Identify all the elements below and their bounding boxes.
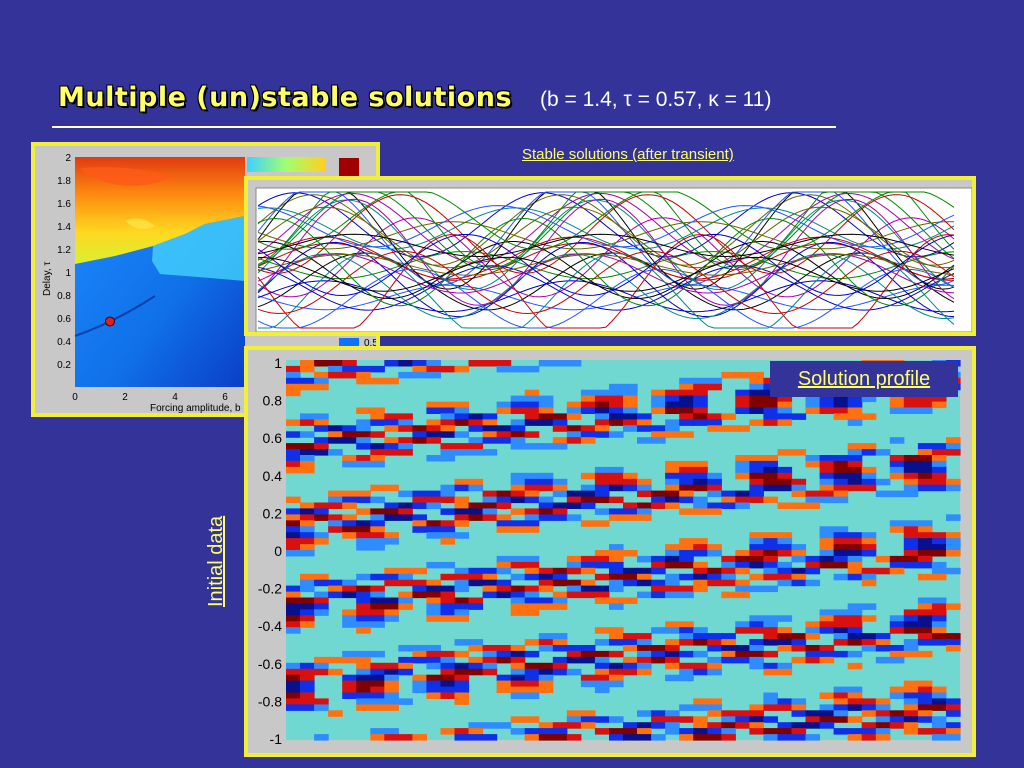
parameter-text: (b = 1.4, τ = 0.57, κ = 11) [540,88,772,111]
solution-curve [257,206,955,269]
profile-ytick: -0.4 [258,618,282,634]
profile-ytick: 0.4 [263,468,283,484]
stability-map-xtick: 0 [72,392,78,403]
stability-map-xtick: 4 [172,392,178,403]
solution-curve [257,192,955,258]
solution-curve [257,234,955,329]
stable-solutions-label: Stable solutions (after transient) [522,146,734,163]
stable-solutions-plot [255,187,972,332]
profile-ytick: 0 [274,543,282,559]
stability-map-xtick: 2 [122,392,128,403]
slide-title: Multiple (un)stable solutions [58,82,513,113]
solution-curve [257,253,955,320]
stability-map-ytick: 1.6 [57,199,71,210]
stability-map-ytick: 1 [65,268,71,279]
initial-data-label: Initial data [205,515,227,607]
solution-curve [257,191,955,268]
solution-curve [257,191,955,286]
stability-map-ytick: 0.4 [57,337,71,348]
solution-curve [257,240,955,300]
solution-curve [257,233,955,297]
profile-ytick: -0.6 [258,656,282,672]
stability-map-ytick: 1.2 [57,245,71,256]
solution-curve [257,256,955,292]
stability-map-ytick: 0.2 [57,360,71,371]
stability-map-ytick: 0.6 [57,314,71,325]
profile-ytick: -1 [270,731,283,747]
profile-ytick: 0.6 [263,430,283,446]
stability-map-ytick: 2 [65,153,71,164]
solution-curve [257,251,955,280]
stability-map-xlabel: Forcing amplitude, b [150,403,241,413]
title-underline [52,126,836,128]
stability-map-ytick: 1.8 [57,176,71,187]
solution-curve [257,253,955,276]
solution-curve [257,236,955,280]
profile-ytick: -0.2 [258,581,282,597]
stability-map-xtick: 6 [222,392,228,403]
solution-curve [257,199,955,291]
solution-curve [257,191,955,250]
stability-map-ytick: 1.4 [57,222,71,233]
profile-ytick: 0.2 [263,505,283,521]
solution-curve [257,233,955,258]
solution-profile-plot: 1 0.8 0.6 0.4 0.2 0 -0.2 -0.4 -0.6 -0.8 -1 [258,355,961,747]
profile-ytick: -0.8 [258,693,282,709]
colorbar-tick-label: 0.5 [364,338,376,349]
solution-curve [257,194,955,274]
solution-curve [257,217,955,307]
profile-ytick: 1 [274,355,282,371]
profile-ytick: 0.8 [263,393,283,409]
solution-profile-panel: 1 0.8 0.6 0.4 0.2 0 -0.2 -0.4 -0.6 -0.8 -1 Solutio… [244,346,976,757]
stable-solutions-panel [244,176,976,336]
solution-curve [257,280,955,313]
solution-curve [257,205,955,248]
stability-map-ytick: 0.8 [57,291,71,302]
solution-curve [257,284,955,311]
solution-profile-label: Solution profile [770,361,958,397]
stability-map-ylabel: Delay, τ [42,262,53,296]
solution-curve [257,250,955,315]
parameter-marker [105,316,115,327]
solution-curve [257,198,955,306]
stability-map: 0.5 2 1.8 1.6 1.4 1.2 1 0.8 0.6 0.4 0.2 0 2 4 6 Dela… [42,153,376,413]
solution-curve [257,217,955,298]
solution-curve [257,253,955,294]
